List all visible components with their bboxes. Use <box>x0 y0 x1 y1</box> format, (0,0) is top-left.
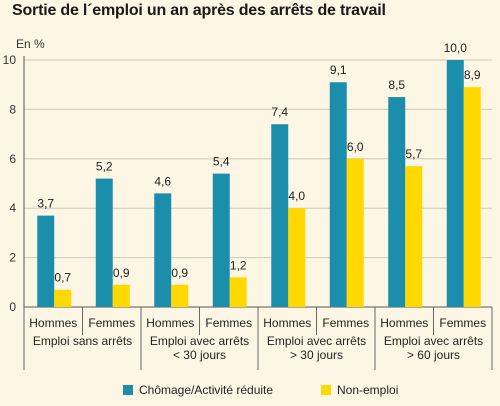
legend-label-non-emploi: Non-emploi <box>337 383 398 397</box>
data-label-chomage: 5,4 <box>213 155 230 169</box>
y-tick-label: 8 <box>9 102 16 116</box>
data-label-non-emploi: 0,9 <box>171 266 188 280</box>
x-subcategory-label: Femmes <box>439 316 486 330</box>
data-label-non-emploi: 1,2 <box>230 258 247 272</box>
data-label-chomage: 7,4 <box>271 105 288 119</box>
bar-non-emploi <box>346 158 364 307</box>
bar-chomage <box>154 193 172 307</box>
data-label-chomage: 10,0 <box>444 41 468 55</box>
data-label-chomage: 3,7 <box>37 197 54 211</box>
bar-non-emploi <box>405 166 423 307</box>
x-subcategory-label: Hommes <box>146 316 194 330</box>
bar-non-emploi <box>112 284 130 307</box>
bar-chomage <box>271 124 289 307</box>
chart-title: Sortie de l´emploi un an après des arrêt… <box>12 2 386 19</box>
bar-non-emploi <box>288 208 306 307</box>
bar-chomage <box>95 178 113 307</box>
y-tick-label: 0 <box>9 300 16 314</box>
bar-non-emploi <box>171 284 189 307</box>
x-group-label: Emploi avec arrêts <box>384 334 483 348</box>
x-subcategory-label: Hommes <box>380 316 428 330</box>
y-tick-label: 10 <box>3 53 17 67</box>
y-axis-unit-label: En % <box>16 37 45 51</box>
data-label-non-emploi: 4,0 <box>288 189 305 203</box>
x-subcategory-label: Femmes <box>88 316 135 330</box>
x-group-label: < 30 jours <box>173 348 226 362</box>
data-label-non-emploi: 5,7 <box>405 147 422 161</box>
x-group-label: Emploi avec arrêts <box>267 334 366 348</box>
legend-label-chomage: Chômage/Activité réduite <box>139 383 273 397</box>
x-group-label: > 60 jours <box>407 348 460 362</box>
bar-non-emploi <box>463 87 481 307</box>
bar-chomage <box>329 82 347 307</box>
legend-swatch-chomage <box>123 385 133 395</box>
bar-chomage <box>212 173 230 307</box>
x-group-label: > 30 jours <box>290 348 343 362</box>
bar-chomage <box>388 97 406 307</box>
legend-swatch-non-emploi <box>321 385 331 395</box>
x-subcategory-label: Femmes <box>322 316 369 330</box>
data-label-chomage: 4,6 <box>154 174 171 188</box>
data-label-chomage: 5,2 <box>96 160 113 174</box>
x-group-label: Emploi avec arrêts <box>150 334 249 348</box>
data-label-non-emploi: 0,7 <box>54 271 71 285</box>
data-label-non-emploi: 8,9 <box>464 68 481 82</box>
data-label-chomage: 8,5 <box>388 78 405 92</box>
x-subcategory-label: Hommes <box>263 316 311 330</box>
y-tick-label: 4 <box>9 201 16 215</box>
x-group-label: Emploi sans arrêts <box>33 334 132 348</box>
bar-chomage <box>446 60 464 307</box>
data-label-non-emploi: 6,0 <box>347 140 364 154</box>
x-subcategory-label: Hommes <box>29 316 77 330</box>
bar-non-emploi <box>229 277 247 307</box>
x-subcategory-label: Femmes <box>205 316 252 330</box>
data-label-chomage: 9,1 <box>330 63 347 77</box>
data-label-non-emploi: 0,9 <box>113 266 130 280</box>
y-tick-label: 6 <box>9 152 16 166</box>
bar-non-emploi <box>54 289 72 307</box>
y-tick-label: 2 <box>9 251 16 265</box>
bar-chomage <box>37 215 55 307</box>
